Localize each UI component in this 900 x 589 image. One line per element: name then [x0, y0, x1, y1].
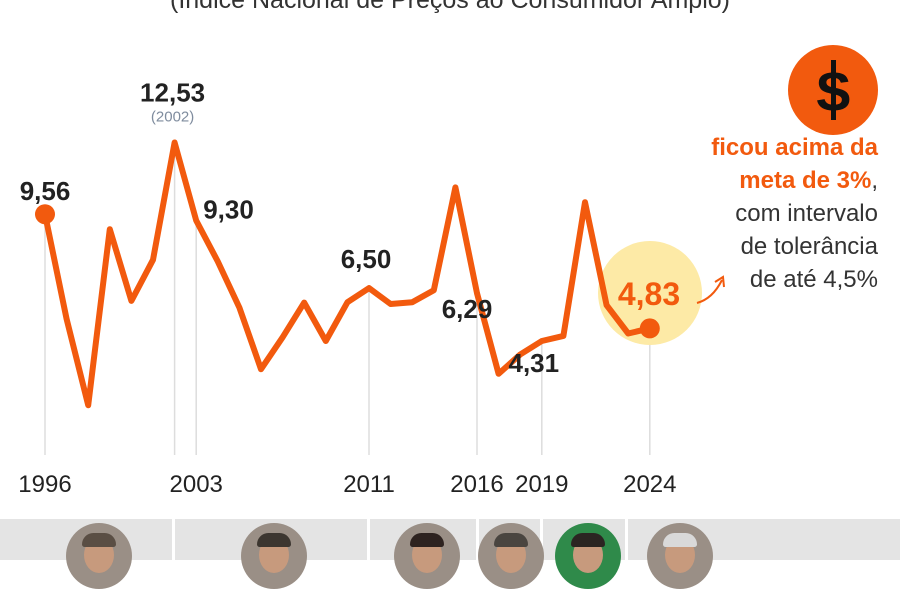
pointer-arrow-head: [714, 275, 725, 288]
president-avatar: [241, 523, 307, 589]
value-label-2019: 4,31: [508, 348, 559, 378]
band-divider: [540, 519, 543, 560]
president-avatar: [478, 523, 544, 589]
president-avatar: [66, 523, 132, 589]
x-tick-label-2016: 2016: [450, 471, 503, 498]
note-line-4: de tolerância: [740, 233, 878, 260]
chart-subtitle: (Índice Nacional de Preços ao Consumidor…: [170, 0, 730, 14]
value-label-2003: 9,30: [203, 194, 254, 224]
highlight-circle: [598, 241, 702, 345]
note-line-5: de até 4,5%: [749, 266, 878, 293]
value-label-2002: 12,53: [140, 78, 205, 108]
note-line-3: com intervalo: [735, 200, 878, 227]
value-label-1996: 9,56: [20, 176, 71, 206]
value-sublabel-2002: (2002): [151, 109, 194, 126]
series-line: [42, 139, 653, 409]
x-tick-label-2011: 2011: [343, 471, 395, 498]
inflation-line-chart: 9,56 12,53(2002) 9,30 6,50 6,29 4,31 4,83 1996…: [18, 78, 725, 498]
point-marker-2024: [639, 318, 660, 339]
svg-text:S: S: [815, 62, 851, 122]
value-label-2016: 6,29: [442, 294, 493, 324]
note-line-1: ficou acima da: [711, 134, 878, 161]
inflation-target-note: ficou acima da meta de 3%, com intervalo…: [711, 131, 878, 296]
x-tick-label-2019: 2019: [515, 471, 568, 498]
pointer-arrow: [696, 279, 723, 304]
x-tick-label-2003: 2003: [170, 471, 223, 498]
point-marker-1996: [35, 204, 55, 225]
president-avatar: [394, 523, 460, 589]
x-tick-label-2024: 2024: [623, 471, 676, 498]
value-label-2011: 6,50: [341, 244, 392, 274]
band-divider: [625, 519, 628, 560]
note-line-2-rest: ,: [871, 167, 878, 194]
value-label-2024: 4,83: [618, 276, 680, 312]
president-avatar: [555, 523, 621, 589]
band-divider: [172, 519, 175, 560]
dollar-sign-icon: S: [788, 45, 878, 135]
note-line-2-highlight: meta de 3%: [739, 167, 872, 194]
president-avatar: [647, 523, 713, 589]
x-tick-label-1996: 1996: [18, 471, 71, 498]
band-divider: [367, 519, 370, 560]
band-divider: [476, 519, 479, 560]
